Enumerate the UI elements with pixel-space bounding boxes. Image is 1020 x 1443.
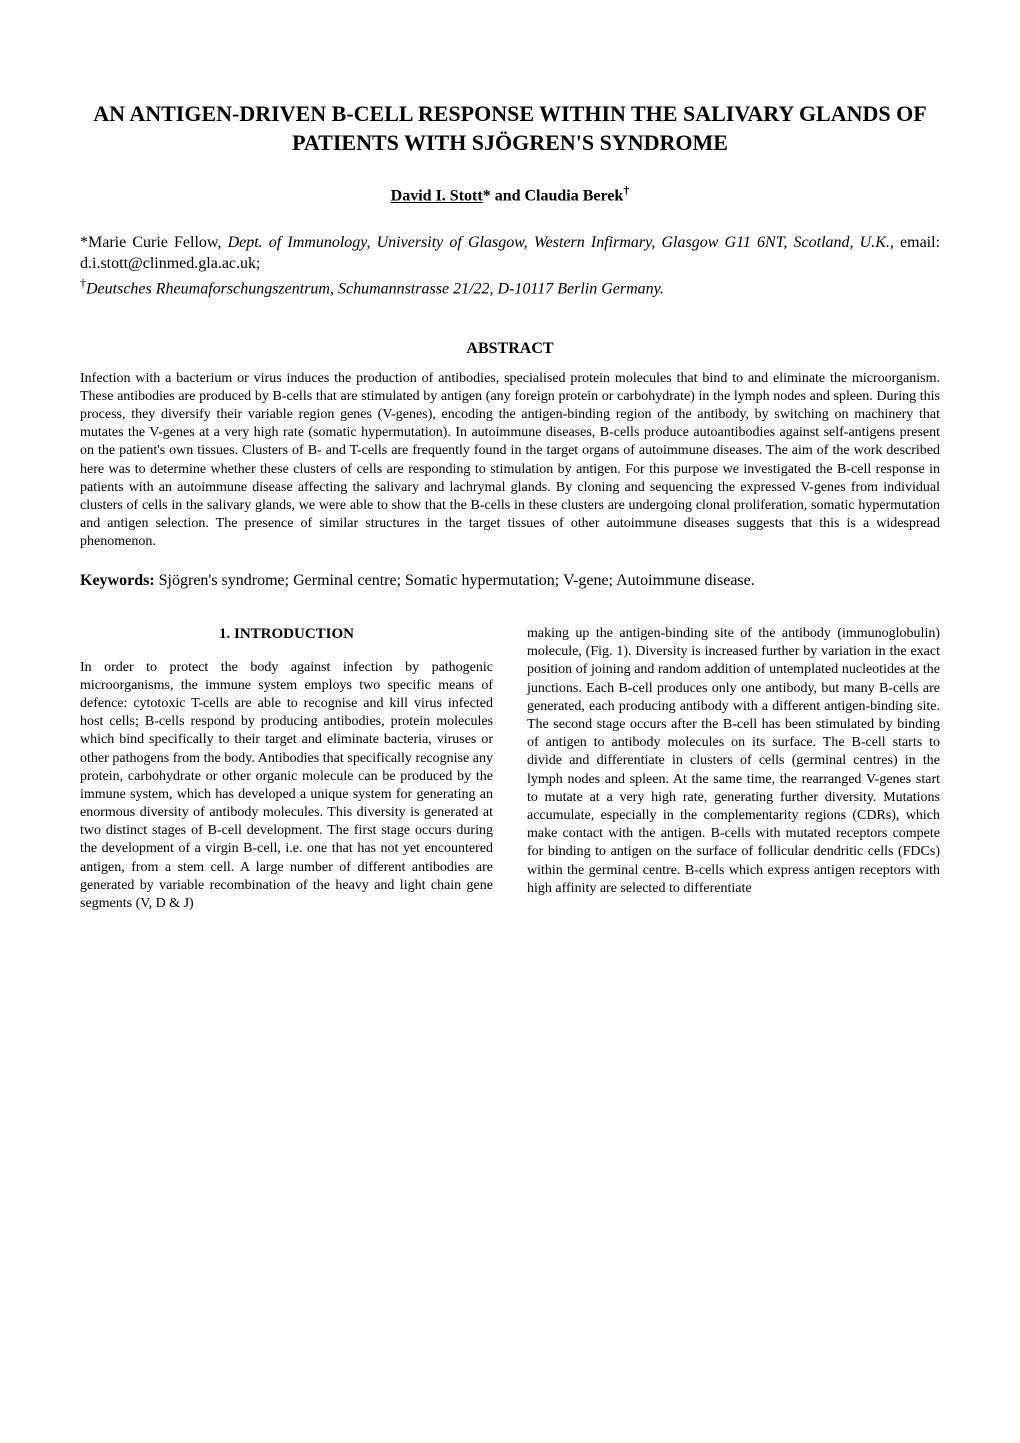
author-primary: David I. Stott <box>391 188 483 205</box>
affiliation-marker-1: * <box>80 234 88 251</box>
author-conjunction: and <box>491 188 525 205</box>
affiliation-1-prefix: Marie Curie Fellow, <box>88 234 228 251</box>
affiliations-block: *Marie Curie Fellow, Dept. of Immunology… <box>80 232 940 300</box>
affiliation-1-institution: Dept. of Immunology, University of Glasg… <box>228 234 894 251</box>
column-left: 1. INTRODUCTION In order to protect the … <box>80 625 493 913</box>
keywords-label: Keywords: <box>80 572 155 589</box>
author-primary-marker: * <box>483 188 491 205</box>
author-secondary-marker: † <box>623 183 629 197</box>
affiliation-2-institution: Deutsches Rheumaforschungszentrum, Schum… <box>86 280 664 297</box>
introduction-paragraph-right: making up the antigen-binding site of th… <box>527 625 940 898</box>
keywords-block: Keywords: Sjögren's syndrome; Germinal c… <box>80 570 940 592</box>
two-column-body: 1. INTRODUCTION In order to protect the … <box>80 625 940 913</box>
paper-title: AN ANTIGEN-DRIVEN B-CELL RESPONSE WITHIN… <box>80 100 940 157</box>
introduction-paragraph-left: In order to protect the body against inf… <box>80 659 493 914</box>
keywords-text: Sjögren's syndrome; Germinal centre; Som… <box>155 572 755 589</box>
column-right: making up the antigen-binding site of th… <box>527 625 940 913</box>
author-secondary: Claudia Berek <box>524 188 623 205</box>
abstract-heading: ABSTRACT <box>80 340 940 358</box>
introduction-heading: 1. INTRODUCTION <box>80 625 493 645</box>
authors-line: David I. Stott* and Claudia Berek† <box>80 183 940 205</box>
abstract-body: Infection with a bacterium or virus indu… <box>80 370 940 552</box>
